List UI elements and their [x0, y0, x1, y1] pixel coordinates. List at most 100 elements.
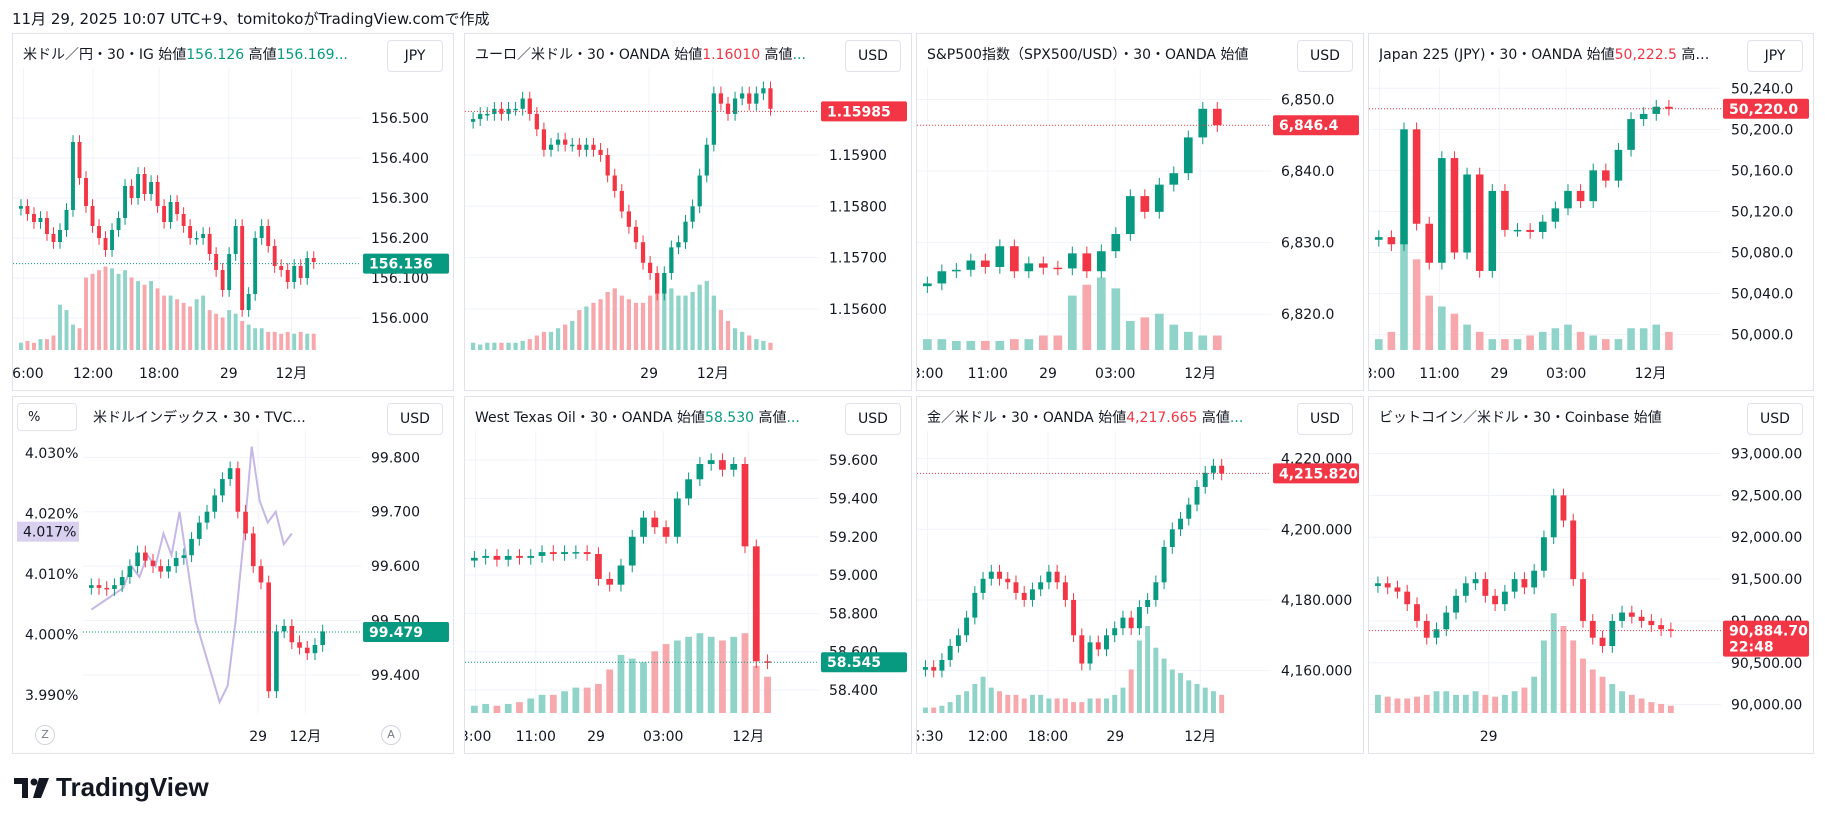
volume-bar [605, 291, 610, 350]
volume-bar [980, 676, 986, 713]
candle-body [1541, 537, 1547, 571]
volume-bar [1071, 702, 1077, 713]
candle-body [1038, 582, 1044, 590]
candle-body [1639, 113, 1648, 120]
volume-bar [1067, 295, 1077, 350]
x-tick-label: 12月 [1635, 366, 1667, 382]
volume-bar [1145, 625, 1151, 713]
currency-selector[interactable]: USD [1297, 40, 1353, 72]
candle-body [1178, 518, 1184, 530]
volume-bar [123, 270, 128, 350]
currency-selector[interactable]: USD [387, 403, 443, 435]
currency-selector[interactable]: JPY [387, 40, 443, 72]
volume-bar [506, 342, 511, 350]
volume-bar [71, 324, 75, 350]
candle-body [1438, 158, 1446, 263]
zoom-button[interactable]: Z [35, 725, 55, 745]
volume-bar [1394, 698, 1401, 713]
volume-bar [1521, 687, 1528, 713]
chart-svg[interactable]: 4,220.0004,200.0004,180.0004,160.0004,21… [917, 397, 1363, 753]
y-tick-label: 50,200.0 [1731, 122, 1793, 138]
chart-svg[interactable]: 50,240.0 50,200.0 50,160.0 50,120.0 50,080.0… [1369, 34, 1813, 390]
last-price-box [1723, 620, 1809, 657]
candle-body [196, 522, 202, 539]
candle-body [246, 294, 251, 310]
candle-body [741, 463, 749, 547]
volume-bar [1154, 313, 1164, 350]
candle-body [730, 463, 738, 470]
currency-selector[interactable]: USD [845, 403, 901, 435]
volume-bar [626, 299, 632, 350]
chart-panel[interactable]: 1.15900 1.15800 1.15700 1.15600 1.15985 29 12月… [464, 33, 912, 391]
pct-tick-label: 4.020% [25, 507, 78, 523]
volume-bar [311, 333, 316, 350]
chart-svg[interactable]: 1.15900 1.15800 1.15700 1.15600 1.15985 29 12月 [465, 34, 911, 390]
candle-body [662, 527, 670, 537]
high-value: ... [1709, 47, 1711, 63]
candle-body [1404, 591, 1411, 605]
volume-bar [617, 654, 625, 713]
volume-bar [995, 340, 1005, 350]
chart-panel[interactable]: 93,000.0092,500.0092,000.0091,500.0091,0… [1368, 396, 1814, 754]
last-price-label: 58.545 [827, 655, 881, 671]
volume-bar [988, 687, 994, 713]
pct-tick-label: 4.010% [25, 567, 78, 583]
currency-selector[interactable]: USD [1747, 403, 1803, 435]
volume-bar [1414, 696, 1420, 713]
volume-bar [1564, 324, 1572, 350]
candle-body [227, 254, 232, 290]
symbol-name: ユーロ／米ドル・30・OANDA [475, 47, 670, 63]
chart-panel[interactable]: 99.800 99.700 99.600 99.500 99.400 99.479 4.03… [12, 396, 454, 754]
last-price-box [1273, 463, 1359, 484]
volume-bar [1183, 331, 1193, 350]
chart-panel[interactable]: 6,850.0 6,840.0 6,830.0 6,820.0 6,846.4 3:00 1… [916, 33, 1364, 391]
chart-panel[interactable]: 59.60059.40059.20059.00058.80058.60058.4… [464, 396, 912, 754]
volume-bar [1570, 640, 1577, 713]
volume-bar [485, 342, 490, 350]
candle-body [482, 555, 490, 558]
pct-last-label: 4.017% [23, 525, 76, 541]
chart-panel[interactable]: 156.500 156.400 156.300 156.200 156.100 156.0… [12, 33, 454, 391]
candle-body [220, 270, 225, 290]
chart-panel[interactable]: 4,220.000 4,200.000 4,180.000 4,160.000 4,21… [916, 396, 1364, 754]
candle-body [71, 142, 75, 210]
candle-body [135, 552, 140, 567]
volume-bar [541, 331, 547, 350]
currency-selector[interactable]: USD [1297, 403, 1353, 435]
chart-svg[interactable]: 99.80099.70099.60099.50099.40099.4794.03… [13, 397, 453, 753]
volume-bar [1387, 331, 1396, 350]
candle-body [1564, 190, 1572, 209]
volume-bar [1219, 694, 1225, 713]
candle-body [1154, 184, 1164, 212]
open-value: 4,217.665 [1126, 410, 1198, 426]
high-value: ... [1229, 410, 1244, 426]
candle-body [298, 266, 303, 278]
chart-svg[interactable]: 6,850.0 6,840.0 6,830.0 6,820.0 6,846.4 3:00 1… [917, 34, 1363, 390]
x-tick-label: 18:00 [139, 366, 179, 382]
candle-body [1038, 263, 1048, 268]
volume-bar [1576, 331, 1585, 350]
volume-bar [764, 676, 771, 713]
currency-selector[interactable]: USD [845, 40, 901, 72]
volume-bar [499, 342, 504, 350]
chart-svg[interactable]: 156.500 156.400 156.300 156.200 156.100 156.0… [13, 34, 453, 390]
candle-body [768, 88, 773, 109]
auto-scale-button[interactable]: A [381, 725, 401, 745]
volume-bar [305, 333, 310, 350]
candle-body [633, 226, 639, 243]
candle-body [1125, 196, 1135, 235]
volume-bar [718, 310, 724, 350]
candle-body [527, 98, 532, 114]
volume-bar [175, 299, 180, 350]
chart-title: Japan 225 (JPY)・30・OANDA 始値50,222.5 高値..… [1379, 44, 1711, 64]
y-tick-label: 156.400 [371, 151, 429, 167]
x-tick-label: 03:00 [1095, 366, 1135, 382]
volume-bar [1169, 324, 1179, 350]
chart-panel[interactable]: 50,240.0 50,200.0 50,160.0 50,120.0 50,080.0… [1368, 33, 1814, 391]
chart-svg[interactable]: 59.60059.40059.20059.00058.80058.60058.4… [465, 397, 911, 753]
currency-selector[interactable]: JPY [1747, 40, 1803, 72]
candle-body [127, 566, 133, 577]
chart-svg[interactable]: 93,000.0092,500.0092,000.0091,500.0091,0… [1369, 397, 1813, 753]
percent-scale-button[interactable]: % [17, 403, 77, 431]
candle-body [312, 645, 318, 654]
